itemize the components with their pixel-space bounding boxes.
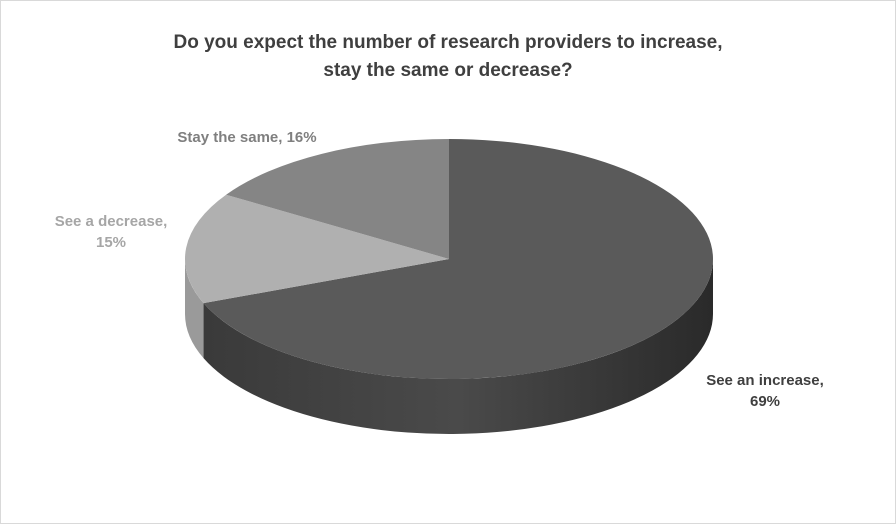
pie-side-see-a-decrease — [185, 259, 204, 359]
pie-side-see-an-increase — [203, 259, 713, 435]
chart-title-line2: stay the same or decrease? — [323, 60, 573, 81]
chart-title-line1: Do you expect the number of research pro… — [173, 32, 723, 53]
data-label-see-a-decrease: See a decrease, 15% — [55, 213, 168, 251]
data-label-see-an-increase: See an increase, 69% — [706, 372, 824, 410]
data-label-line2: 15% — [96, 234, 126, 251]
pie-slice-see-an-increase[interactable] — [203, 139, 713, 379]
data-label-line1: Stay the same, 16% — [177, 129, 316, 146]
data-label-line1: See an increase, — [706, 372, 824, 389]
pie-slice-stay-the-same[interactable] — [226, 139, 449, 259]
data-label-stay-the-same: Stay the same, 16% — [177, 129, 316, 146]
data-label-line2: 69% — [750, 393, 780, 410]
chart-title: Do you expect the number of research pro… — [1, 29, 895, 85]
pie-slice-see-a-decrease[interactable] — [185, 194, 449, 304]
data-label-line1: See a decrease, — [55, 213, 168, 230]
